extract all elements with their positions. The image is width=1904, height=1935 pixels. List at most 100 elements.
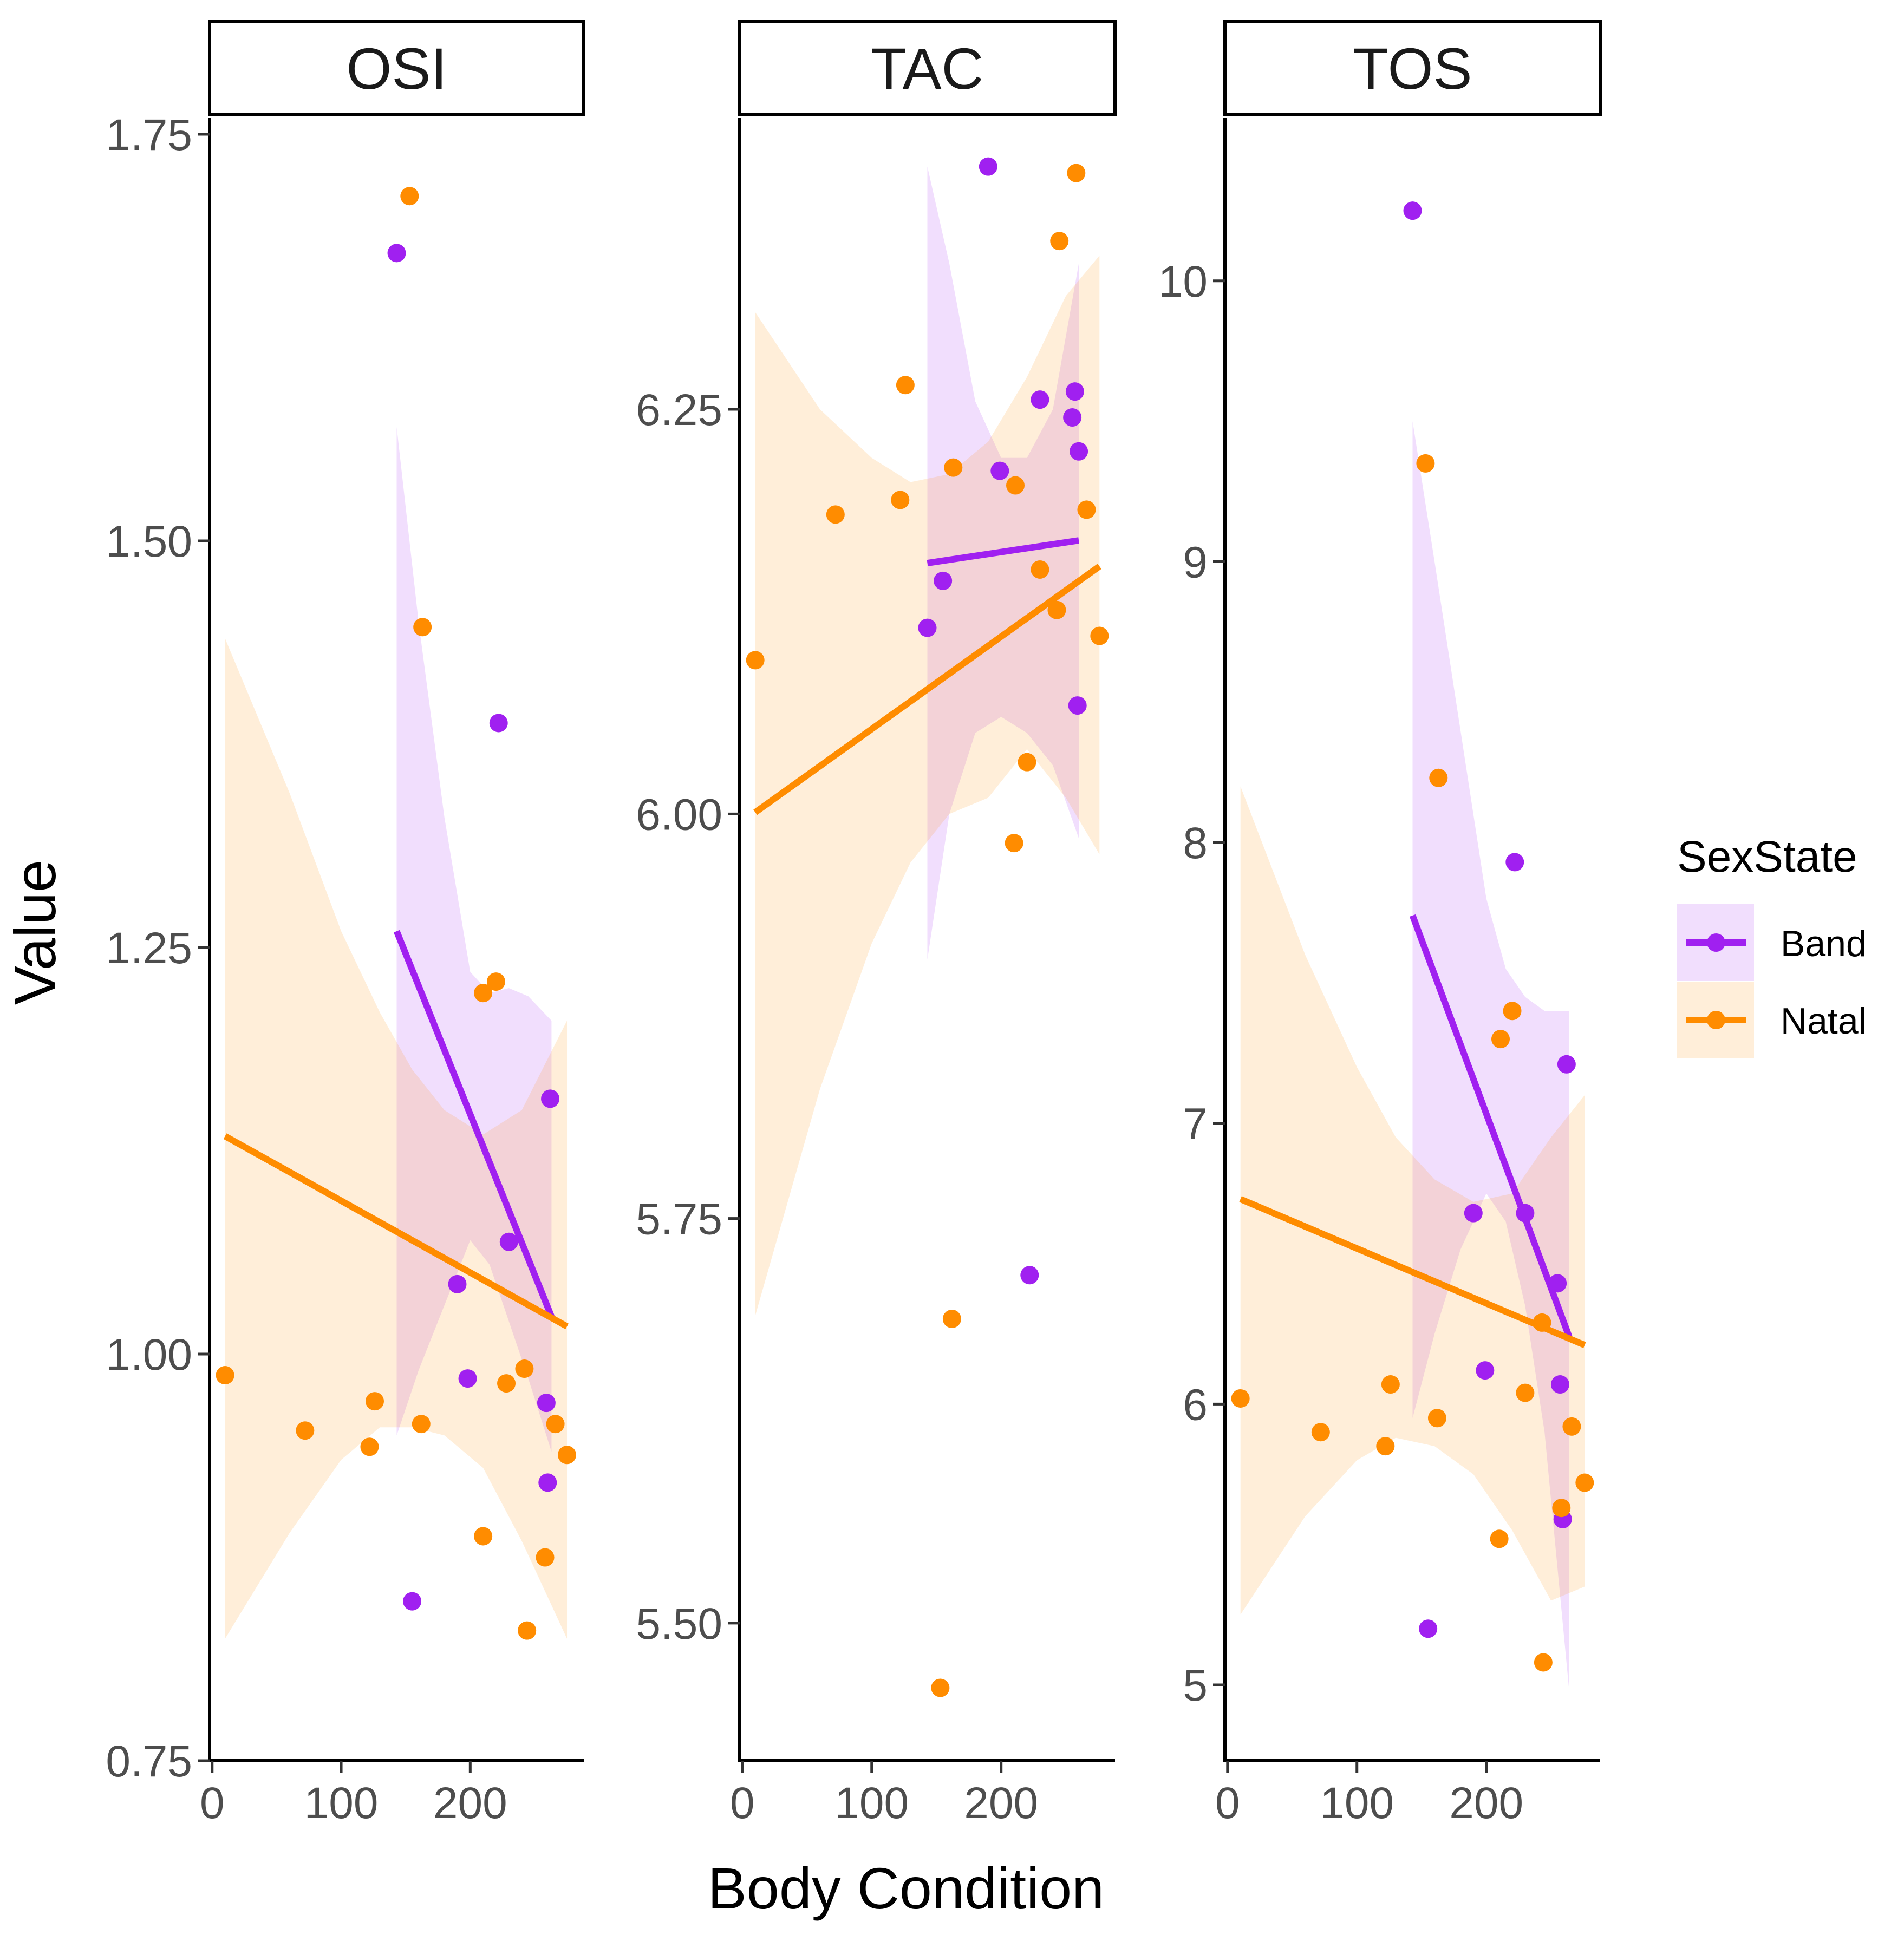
confidence-band-band — [1412, 421, 1569, 1691]
data-point-natal — [826, 505, 845, 524]
facet-strip-label: TOS — [1353, 36, 1472, 101]
data-point-natal — [518, 1621, 537, 1640]
y-tick-label: 0.75 — [106, 1737, 192, 1786]
data-point-band — [1464, 1204, 1483, 1223]
data-point-band — [1065, 382, 1084, 401]
data-point-band — [1070, 442, 1088, 461]
data-point-natal — [474, 984, 493, 1003]
data-point-natal — [365, 1392, 384, 1411]
data-point-natal — [1552, 1499, 1571, 1518]
data-point-band — [1068, 696, 1087, 715]
data-point-natal — [1005, 834, 1023, 853]
data-point-natal — [558, 1446, 577, 1465]
facet-strip-label: OSI — [346, 36, 447, 101]
data-point-band — [1550, 1375, 1569, 1394]
data-point-natal — [1533, 1313, 1551, 1332]
data-point-band — [499, 1232, 518, 1251]
data-point-natal — [1490, 1529, 1509, 1548]
legend: SexState Band Natal — [1677, 832, 1867, 1058]
data-point-band — [387, 244, 406, 263]
panels-layer: 0.751.001.251.501.750 100 200OSI5.505.756.… — [106, 20, 1602, 1828]
y-tick-label: 1.50 — [106, 517, 192, 566]
data-point-natal — [1381, 1375, 1400, 1394]
y-tick-label: 10 — [1158, 257, 1208, 306]
data-point-natal — [746, 651, 765, 670]
data-point-band — [541, 1089, 560, 1108]
data-point-band — [1476, 1361, 1495, 1380]
data-point-band — [489, 714, 508, 733]
data-point-natal — [1491, 1030, 1510, 1049]
data-point-band — [1403, 201, 1422, 220]
data-point-natal — [1516, 1383, 1535, 1402]
facet-strip — [208, 20, 585, 116]
data-point-natal — [1031, 560, 1049, 579]
data-point-natal — [536, 1548, 555, 1567]
legend-key-point — [1707, 1011, 1725, 1029]
y-tick-label: 5 — [1183, 1661, 1208, 1710]
y-tick-label: 5.75 — [636, 1195, 722, 1244]
data-point-band — [537, 1394, 556, 1413]
data-point-natal — [1050, 232, 1069, 251]
data-point-band — [979, 157, 997, 176]
y-tick-label: 6.00 — [636, 790, 722, 839]
y-tick-label: 8 — [1183, 819, 1208, 868]
facet-strip-label: TAC — [871, 36, 984, 101]
data-point-natal — [515, 1359, 534, 1378]
data-point-band — [1557, 1055, 1576, 1074]
confidence-band-band — [396, 427, 552, 1452]
legend-label: Natal — [1781, 1001, 1867, 1042]
data-point-natal — [1018, 753, 1036, 772]
panel-tac: 5.50 5.75 6.00 6.25 0 100 200 TAC — [636, 20, 1117, 1828]
data-point-natal — [944, 458, 963, 477]
data-point-band — [934, 571, 953, 590]
data-point-natal — [931, 1678, 950, 1697]
data-point-natal — [1534, 1653, 1553, 1672]
data-point-natal — [1311, 1423, 1330, 1442]
legend-item-band: Band — [1677, 904, 1867, 981]
x-tick-label: 200 — [433, 1779, 507, 1828]
data-point-natal — [546, 1415, 565, 1434]
confidence-band-band — [927, 166, 1079, 960]
legend-key-point — [1707, 933, 1725, 952]
x-tick-label: 0 — [730, 1779, 755, 1828]
data-point-band — [538, 1473, 557, 1492]
facet-strip — [738, 20, 1117, 116]
y-tick-label: 5.50 — [636, 1599, 722, 1649]
data-point-band — [1548, 1274, 1567, 1293]
data-point-natal — [1231, 1389, 1250, 1408]
data-point-natal — [1067, 164, 1086, 182]
data-point-band — [1516, 1204, 1535, 1223]
legend-label: Band — [1781, 923, 1867, 964]
x-tick-label: 100 — [304, 1779, 379, 1828]
data-point-natal — [1077, 500, 1096, 519]
y-tick-label: 6 — [1183, 1380, 1208, 1429]
fit-line-natal — [753, 564, 1101, 815]
data-point-natal — [1376, 1437, 1395, 1456]
panel-osi: 0.75 1.00 1.25 1.50 1.75 0 100 200 OSI — [106, 20, 585, 1828]
fit-line-band — [927, 537, 1079, 566]
y-tick-label: 1.75 — [106, 110, 192, 160]
data-point-natal — [1575, 1473, 1594, 1492]
x-axis-title: Body Condition — [708, 1855, 1104, 1921]
data-point-natal — [360, 1437, 379, 1456]
y-tick-label: 1.00 — [106, 1330, 192, 1380]
y-tick-label: 9 — [1183, 538, 1208, 587]
data-point-band — [448, 1274, 467, 1293]
data-point-natal — [474, 1527, 493, 1546]
data-point-band — [1020, 1266, 1039, 1285]
data-point-natal — [1416, 454, 1435, 473]
data-point-natal — [1562, 1417, 1581, 1436]
data-point-band — [918, 618, 937, 637]
data-point-natal — [891, 491, 910, 509]
data-point-band — [458, 1369, 477, 1388]
data-point-natal — [1503, 1002, 1522, 1021]
data-point-band — [403, 1592, 422, 1611]
confidence-band-natal — [1240, 786, 1585, 1615]
facet-strip — [1223, 20, 1602, 116]
data-point-band — [1031, 390, 1049, 409]
fit-line-band — [1409, 914, 1573, 1338]
x-tick-label: 100 — [834, 1779, 909, 1828]
data-point-natal — [896, 376, 915, 395]
fit-line-natal — [223, 1133, 569, 1330]
